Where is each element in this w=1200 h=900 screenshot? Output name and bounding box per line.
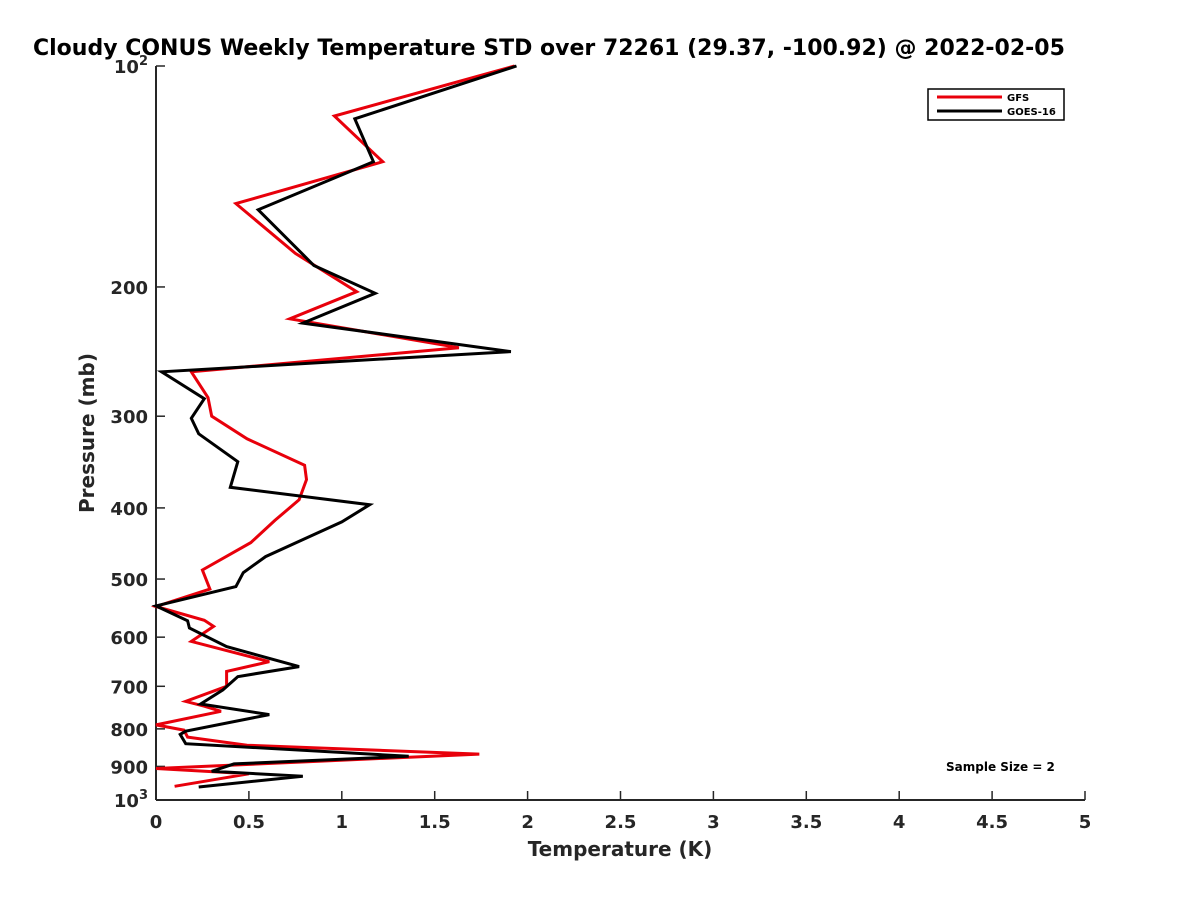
y-tick-label: 103 bbox=[114, 788, 148, 812]
series-lines bbox=[150, 64, 517, 789]
x-tick-label: 1 bbox=[336, 812, 349, 833]
y-tick-label: 102 bbox=[114, 54, 148, 78]
x-tick-label: 2.5 bbox=[605, 812, 637, 833]
series-line-goes-16 bbox=[151, 64, 517, 789]
x-tick-label: 0.5 bbox=[233, 812, 265, 833]
y-tick-label: 200 bbox=[110, 278, 148, 299]
chart-title: Cloudy CONUS Weekly Temperature STD over… bbox=[33, 36, 1065, 61]
x-axis-label: Temperature (K) bbox=[528, 837, 713, 861]
legend-label: GOES-16 bbox=[1007, 107, 1056, 118]
series-line-gfs bbox=[150, 64, 516, 788]
x-tick-label: 3.5 bbox=[790, 812, 822, 833]
x-tick-label: 4.5 bbox=[976, 812, 1008, 833]
y-tick-label: 500 bbox=[110, 570, 148, 591]
y-tick-label: 900 bbox=[110, 757, 148, 778]
sample-size-annotation: Sample Size = 2 bbox=[946, 760, 1055, 774]
y-tick-label: 300 bbox=[110, 407, 148, 428]
x-tick-label: 5 bbox=[1079, 812, 1092, 833]
x-tick-label: 4 bbox=[893, 812, 906, 833]
legend-box bbox=[927, 88, 1065, 121]
x-ticks: 0 0.5 1 1.5 2 2.5 3 3.5 4 4.5 5 bbox=[150, 791, 1092, 833]
y-ticks: 102 200 300 400 500 600 700 800 900 103 bbox=[110, 54, 165, 812]
x-tick-label: 0 bbox=[150, 812, 163, 833]
x-tick-label: 1.5 bbox=[419, 812, 451, 833]
y-tick-label: 400 bbox=[110, 499, 148, 520]
y-axis-label: Pressure (mb) bbox=[75, 353, 99, 513]
legend-label: GFS bbox=[1007, 93, 1029, 104]
y-tick-label: 800 bbox=[110, 720, 148, 741]
legend: GFS GOES-16 bbox=[927, 88, 1065, 121]
x-tick-label: 2 bbox=[521, 812, 534, 833]
y-tick-label: 600 bbox=[110, 628, 148, 649]
y-tick-label: 700 bbox=[110, 677, 148, 698]
plot-area: 0 0.5 1 1.5 2 2.5 3 3.5 4 4.5 5 102 200 300 400 500 600… bbox=[110, 54, 1091, 833]
x-tick-label: 3 bbox=[707, 812, 720, 833]
